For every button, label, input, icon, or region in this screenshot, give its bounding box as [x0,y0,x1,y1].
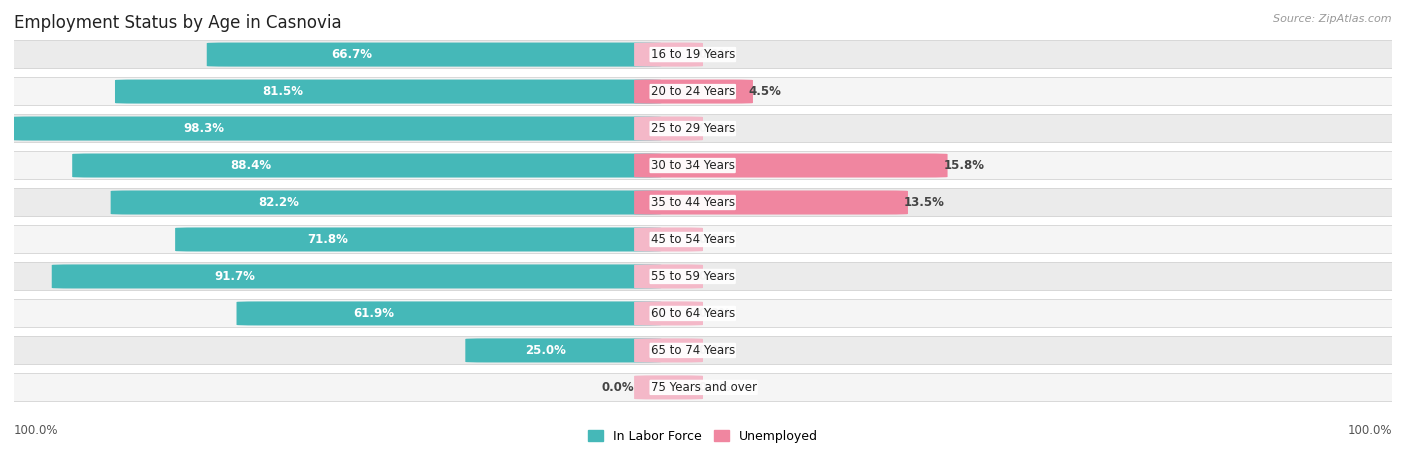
FancyBboxPatch shape [634,79,754,104]
Text: 65 to 74 Years: 65 to 74 Years [651,344,735,357]
FancyBboxPatch shape [11,116,662,141]
FancyBboxPatch shape [0,373,1406,401]
Text: 4.5%: 4.5% [749,85,782,98]
Text: 71.8%: 71.8% [307,233,347,246]
Text: 25 to 29 Years: 25 to 29 Years [651,122,735,135]
Legend: In Labor Force, Unemployed: In Labor Force, Unemployed [583,425,823,448]
FancyBboxPatch shape [634,301,703,326]
Text: 66.7%: 66.7% [330,48,371,61]
Text: 100.0%: 100.0% [1347,424,1392,437]
Text: 0.0%: 0.0% [602,381,634,394]
Text: 20 to 24 Years: 20 to 24 Years [651,85,735,98]
Text: 0.0%: 0.0% [699,233,731,246]
FancyBboxPatch shape [0,115,1406,143]
Text: 55 to 59 Years: 55 to 59 Years [651,270,735,283]
Text: 45 to 54 Years: 45 to 54 Years [651,233,735,246]
Text: 0.0%: 0.0% [699,344,731,357]
Text: 91.7%: 91.7% [215,270,256,283]
FancyBboxPatch shape [111,190,662,215]
Text: 0.0%: 0.0% [699,381,731,394]
Text: 0.0%: 0.0% [699,48,731,61]
Text: 100.0%: 100.0% [14,424,59,437]
FancyBboxPatch shape [115,79,662,104]
FancyBboxPatch shape [176,227,662,252]
FancyBboxPatch shape [634,116,703,141]
FancyBboxPatch shape [634,264,703,289]
FancyBboxPatch shape [0,78,1406,106]
Text: 75 Years and over: 75 Years and over [651,381,756,394]
Text: 81.5%: 81.5% [262,85,302,98]
Text: 25.0%: 25.0% [524,344,565,357]
Text: 82.2%: 82.2% [259,196,299,209]
FancyBboxPatch shape [634,190,908,215]
Text: 15.8%: 15.8% [943,159,984,172]
FancyBboxPatch shape [634,42,703,67]
FancyBboxPatch shape [0,189,1406,216]
FancyBboxPatch shape [0,226,1406,253]
FancyBboxPatch shape [236,301,662,326]
FancyBboxPatch shape [0,299,1406,327]
FancyBboxPatch shape [634,153,948,178]
FancyBboxPatch shape [634,375,703,400]
FancyBboxPatch shape [0,336,1406,364]
Text: 16 to 19 Years: 16 to 19 Years [651,48,735,61]
Text: 0.0%: 0.0% [699,270,731,283]
Text: 35 to 44 Years: 35 to 44 Years [651,196,735,209]
Text: 13.5%: 13.5% [904,196,945,209]
Text: 0.0%: 0.0% [699,122,731,135]
FancyBboxPatch shape [72,153,662,178]
Text: 61.9%: 61.9% [353,307,394,320]
FancyBboxPatch shape [0,262,1406,290]
FancyBboxPatch shape [634,227,703,252]
Text: Employment Status by Age in Casnovia: Employment Status by Age in Casnovia [14,14,342,32]
FancyBboxPatch shape [634,338,703,363]
Text: 0.0%: 0.0% [699,307,731,320]
Text: 60 to 64 Years: 60 to 64 Years [651,307,735,320]
FancyBboxPatch shape [0,41,1406,69]
Text: Source: ZipAtlas.com: Source: ZipAtlas.com [1274,14,1392,23]
FancyBboxPatch shape [207,42,662,67]
FancyBboxPatch shape [465,338,662,363]
Text: 98.3%: 98.3% [184,122,225,135]
Text: 88.4%: 88.4% [231,159,271,172]
FancyBboxPatch shape [0,152,1406,179]
Text: 30 to 34 Years: 30 to 34 Years [651,159,735,172]
FancyBboxPatch shape [52,264,662,289]
